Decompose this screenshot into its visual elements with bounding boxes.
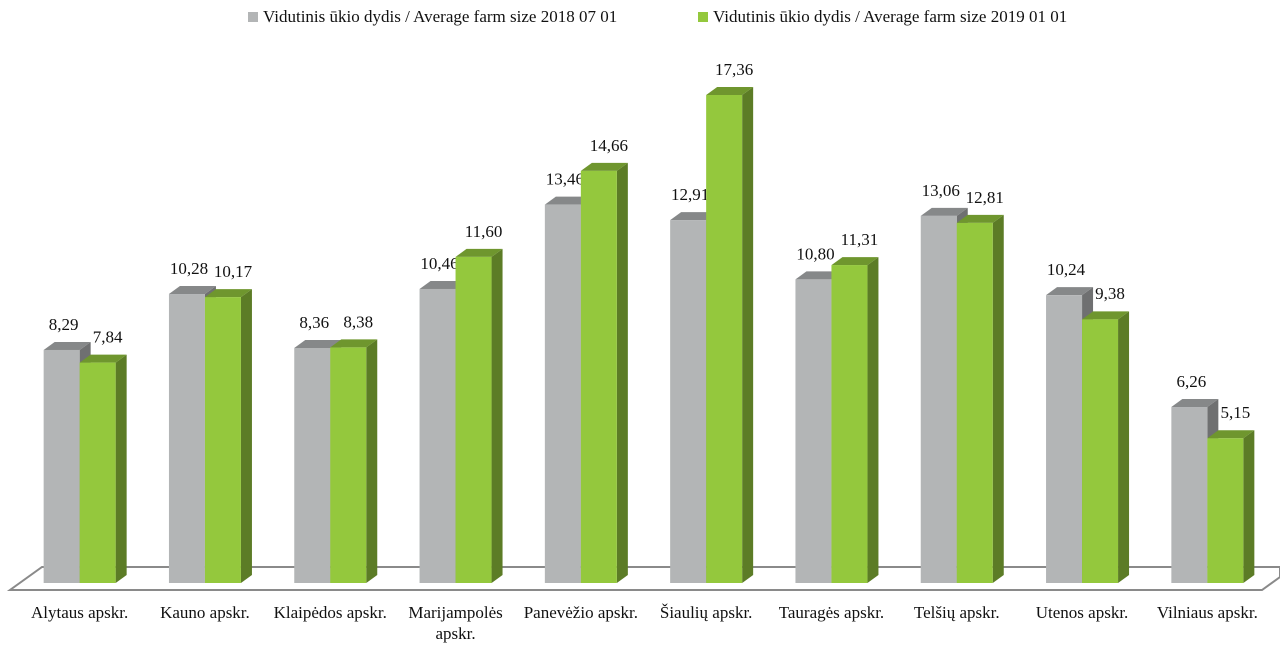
bar [706, 95, 743, 583]
x-tick-label: Telšių apskr. [913, 603, 1000, 622]
data-label: 10,46 [420, 254, 458, 273]
bar [1171, 407, 1208, 583]
bar-top [920, 207, 968, 216]
bar-top [831, 257, 879, 266]
bar-top [168, 286, 216, 295]
data-label: 17,36 [715, 60, 753, 79]
bar [168, 294, 205, 583]
bar [831, 265, 868, 583]
bar-top [1046, 287, 1094, 296]
x-tick-label: Marijampolės apskr. [408, 603, 503, 643]
bar-top [330, 339, 378, 348]
bar-side [742, 87, 754, 583]
bar-top [1082, 311, 1130, 320]
data-label: 12,81 [966, 188, 1004, 207]
bar-top [706, 87, 754, 95]
bar [670, 220, 707, 583]
bar-top [670, 212, 718, 221]
bar [1082, 319, 1119, 583]
bar-top [1171, 399, 1219, 408]
bar-side [867, 257, 879, 583]
bar-top [956, 214, 1004, 223]
bar [419, 288, 456, 583]
data-label: 10,80 [796, 244, 834, 263]
x-tick-label: Klaipėdos apskr. [273, 603, 387, 622]
x-tick-label: Šiaulių apskr. [659, 603, 753, 622]
bar [920, 215, 957, 583]
bar [43, 349, 80, 583]
data-label: 10,24 [1047, 260, 1086, 279]
bar-top [544, 196, 592, 205]
bar-side [366, 339, 378, 583]
bar-top [43, 341, 91, 350]
data-label: 9,38 [1095, 284, 1125, 303]
bar [795, 279, 832, 583]
data-label: 13,46 [546, 170, 584, 189]
bar [330, 347, 367, 583]
x-tick-label: Kauno apskr. [160, 603, 250, 622]
bar-side [240, 289, 252, 583]
x-tick-label: Tauragės apskr. [778, 603, 885, 622]
bar-side [616, 162, 628, 583]
bar-top [1207, 430, 1255, 439]
x-tick-label: Panevėžio apskr. [523, 603, 638, 622]
bar-top [580, 162, 628, 171]
bar-top [455, 248, 503, 257]
x-tick-label: Vilniaus apskr. [1156, 603, 1258, 622]
data-label: 11,60 [465, 222, 503, 241]
bar [79, 362, 116, 583]
bar [1046, 295, 1083, 583]
legend-label: Vidutinis ūkio dydis / Average farm size… [263, 7, 617, 26]
bar-top [419, 280, 467, 289]
data-label: 5,15 [1220, 403, 1250, 422]
data-label: 14,66 [590, 136, 628, 155]
data-label: 13,06 [922, 181, 960, 200]
data-label: 10,17 [214, 262, 253, 281]
legend-swatch [698, 12, 708, 22]
bar-side [1118, 311, 1130, 583]
bar-top [795, 271, 843, 280]
bar [1207, 438, 1244, 583]
bar [294, 347, 331, 583]
data-label: 8,29 [49, 315, 79, 334]
legend-swatch [248, 12, 258, 22]
data-label: 8,36 [299, 313, 329, 332]
bar-top [294, 339, 342, 348]
data-label: 8,38 [343, 312, 373, 331]
data-label: 11,31 [841, 230, 879, 249]
bar-side [491, 248, 503, 583]
bar-side [115, 354, 127, 583]
x-tick-label: Alytaus apskr. [31, 603, 129, 622]
bar [580, 170, 617, 583]
legend-label: Vidutinis ūkio dydis / Average farm size… [713, 7, 1067, 26]
bar [544, 204, 581, 583]
bar-top [204, 289, 252, 298]
data-label: 12,91 [671, 185, 709, 204]
bar [956, 222, 993, 583]
bar-side [1243, 430, 1255, 583]
x-tick-label: Utenos apskr. [1035, 603, 1129, 622]
bar-side [992, 214, 1004, 583]
data-label: 10,28 [170, 259, 208, 278]
data-label: 6,26 [1176, 372, 1206, 391]
data-label: 7,84 [93, 328, 123, 347]
bar [204, 297, 241, 583]
bar-top [79, 354, 127, 363]
bar [455, 256, 492, 583]
